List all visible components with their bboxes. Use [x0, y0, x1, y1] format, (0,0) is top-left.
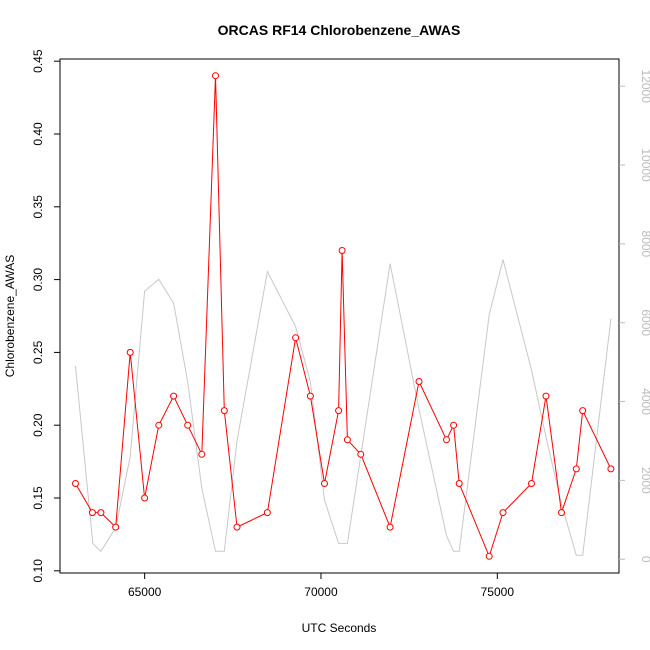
- y-tick-label: 0.15: [31, 486, 45, 510]
- data-point: [263, 509, 271, 517]
- y-axis-label: Chlorobenzene_AWAS: [3, 255, 17, 378]
- x-axis: 65000 70000 75000: [128, 573, 514, 599]
- x-axis-label: UTC Seconds: [302, 621, 377, 635]
- data-point: [572, 465, 580, 473]
- y-axis: 0.10 0.15 0.20 0.25 0.30 0.35 0.40 0.45: [31, 49, 60, 582]
- x-tick-label: 70000: [304, 585, 338, 599]
- data-point: [485, 552, 493, 560]
- data-point: [184, 421, 192, 429]
- data-point: [72, 480, 79, 487]
- y2-tick-label: 0: [639, 556, 650, 563]
- data-point: [97, 509, 105, 517]
- data-point: [141, 494, 149, 502]
- data-point: [386, 523, 394, 531]
- data-point: [155, 421, 163, 429]
- data-point: [170, 392, 178, 400]
- data-point: [338, 247, 346, 254]
- data-point: [343, 436, 351, 444]
- data-point: [450, 421, 458, 429]
- data-point: [443, 436, 450, 444]
- data-point: [528, 480, 535, 487]
- data-point: [88, 509, 96, 517]
- x-tick-label: 65000: [128, 585, 162, 599]
- data-point: [292, 334, 300, 342]
- data-point: [415, 378, 423, 385]
- x-tick-label: 75000: [481, 585, 515, 599]
- data-point: [357, 450, 365, 458]
- data-point: [321, 480, 328, 487]
- y2-tick-label: 2000: [639, 467, 650, 494]
- chart-title: ORCAS RF14 Chlorobenzene_AWAS: [218, 22, 461, 38]
- data-point: [335, 407, 343, 415]
- y2-tick-label: 12000: [639, 70, 650, 104]
- y2-tick-label: 6000: [639, 309, 650, 336]
- y-tick-label: 0.30: [31, 268, 45, 292]
- y2-tick-label: 8000: [639, 231, 650, 258]
- y-tick-label: 0.25: [31, 340, 45, 364]
- data-point: [499, 509, 507, 517]
- data-point: [220, 407, 228, 415]
- series-layer: [72, 72, 615, 560]
- y-tick-label: 0.20: [31, 413, 45, 437]
- data-point: [112, 523, 120, 531]
- y-tick-label: 0.35: [31, 195, 45, 219]
- secondary-y-axis: 0 2000 4000 6000 8000 10000 12000: [619, 70, 650, 563]
- data-point: [198, 450, 206, 458]
- data-point: [558, 509, 565, 517]
- y2-tick-label: 10000: [639, 148, 650, 182]
- series-line-primary: [75, 75, 612, 558]
- y-tick-label: 0.40: [31, 122, 45, 146]
- y2-tick-label: 4000: [639, 388, 650, 415]
- data-point: [455, 480, 463, 487]
- y-tick-label: 0.45: [31, 49, 45, 73]
- data-point: [542, 392, 550, 400]
- data-point: [579, 407, 587, 415]
- y-tick-label: 0.10: [31, 559, 45, 583]
- data-point: [306, 392, 314, 400]
- data-point: [233, 523, 241, 531]
- data-point: [212, 72, 219, 80]
- data-point: [126, 348, 134, 356]
- plot-area-frame: [59, 58, 620, 574]
- data-point: [607, 465, 615, 473]
